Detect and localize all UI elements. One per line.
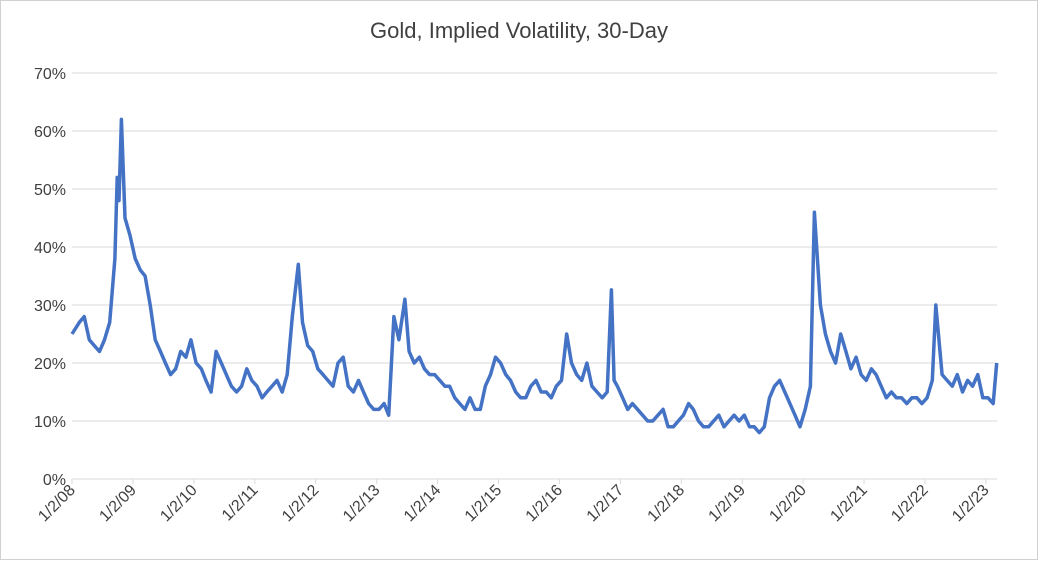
y-tick-label: 50% bbox=[34, 182, 66, 199]
chart-title: Gold, Implied Volatility, 30-Day bbox=[370, 18, 668, 43]
line-series bbox=[70, 117, 999, 435]
y-tick-label: 40% bbox=[34, 240, 66, 257]
y-tick-label: 30% bbox=[34, 298, 66, 315]
y-tick-label: 20% bbox=[34, 356, 66, 373]
y-tick-label: 0% bbox=[43, 472, 66, 489]
y-tick-label: 10% bbox=[34, 414, 66, 431]
y-tick-label: 70% bbox=[34, 66, 66, 83]
y-tick-label: 60% bbox=[34, 124, 66, 141]
